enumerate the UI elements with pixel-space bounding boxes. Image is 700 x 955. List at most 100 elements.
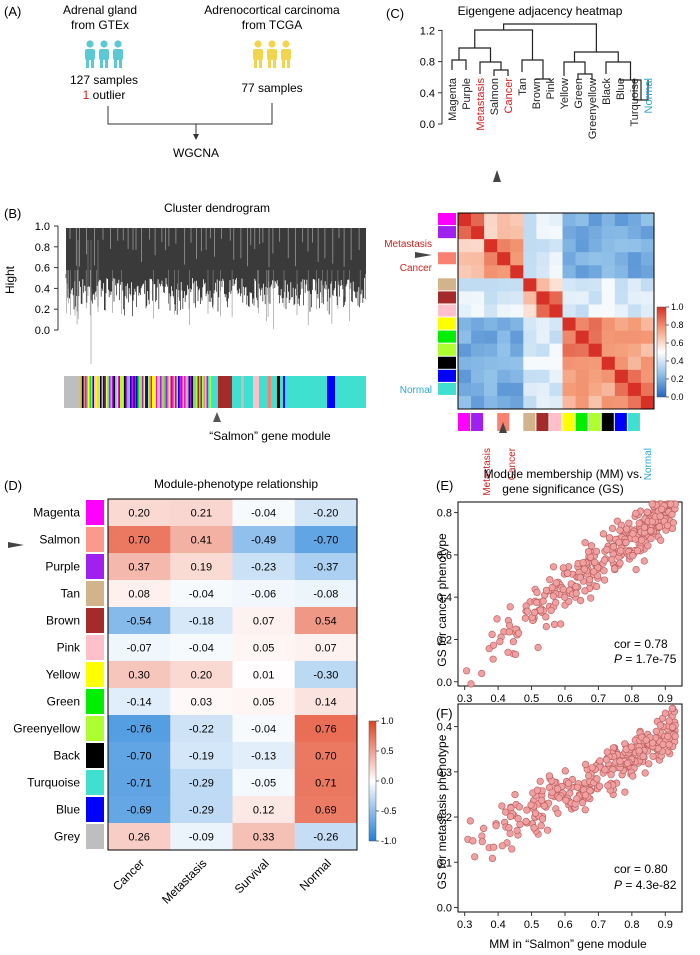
heatmap-cell (562, 369, 576, 384)
phenotype-cell (232, 526, 296, 554)
heatmap-cell (601, 291, 616, 305)
phenotype-cell-value: -0.04 (189, 589, 214, 601)
scatter-point (632, 509, 640, 518)
scatter-point (623, 759, 632, 767)
col-module-swatch (484, 413, 497, 431)
person-leg-icon (282, 59, 285, 68)
phenotype-cell-value: 0.26 (128, 832, 149, 844)
dendrogram-merge-block (66, 228, 366, 274)
heatmap-cell (523, 213, 537, 227)
row-module-swatch (438, 213, 456, 226)
heatmap-cell (627, 252, 642, 266)
scatter-e-title-line2: gene significance (GS) (502, 482, 623, 496)
module-color-stripe (178, 376, 180, 408)
heatmap-cell (497, 395, 511, 410)
module-color-stripe (185, 376, 188, 408)
heatmap-cell (562, 330, 576, 344)
person-body-icon (267, 49, 277, 60)
phenotype-column-label: Cancer (110, 856, 147, 893)
module-color-stripe (124, 376, 126, 408)
scatter-point (586, 575, 594, 584)
heatmap-cell (575, 330, 589, 344)
scatter-y-tick-label: 0.3 (437, 767, 452, 779)
panel-c-label: (C) (386, 6, 404, 21)
phenotype-cell (232, 796, 296, 824)
phenotype-cell-value: 0.30 (128, 670, 149, 682)
scatter-point (641, 769, 649, 777)
scatter-x-tick-label: 0.8 (624, 919, 639, 931)
scatter-point (553, 785, 562, 793)
module-color-block (218, 376, 232, 408)
person-leg-icon (273, 59, 276, 68)
row-module-swatch (438, 239, 456, 252)
phenotype-row-swatch (86, 608, 104, 633)
phenotype-row-swatch (86, 500, 104, 525)
phenotype-cell (294, 499, 358, 527)
phenotype-cell-value: 0.76 (315, 724, 336, 736)
scatter-point (629, 772, 637, 780)
phenotype-cell (170, 499, 233, 527)
eigengene-leaf-label: Brown (531, 78, 543, 109)
scatter-point (599, 530, 608, 538)
module-color-stripe (80, 376, 83, 408)
heatmap-cell (588, 343, 603, 358)
phenotype-cell-value: 0.08 (128, 589, 149, 601)
heatmap-cell (497, 239, 511, 253)
scatter-point (642, 736, 650, 744)
scatter-point (545, 772, 554, 780)
heatmap-cell (575, 213, 589, 227)
module-color-stripe (85, 376, 87, 408)
phenotype-cell-value: 0.07 (253, 616, 274, 628)
module-color-stripe (130, 376, 132, 408)
module-color-stripe (100, 376, 102, 408)
module-color-block (268, 376, 271, 408)
heatmap-cell (510, 395, 524, 410)
heatmap-col-color-strip (458, 413, 653, 431)
module-color-block (277, 376, 280, 408)
heatmap-cell (497, 278, 511, 292)
phenotype-cell (108, 823, 171, 851)
row-module-swatch (438, 317, 456, 330)
phenotype-cell (170, 661, 233, 689)
scatter-point (549, 592, 557, 600)
heatmap-cell (484, 265, 498, 279)
scatter-point (652, 727, 660, 735)
adjacency-colorbar-tick-label: 0.0 (671, 392, 684, 402)
heatmap-cell (458, 382, 472, 397)
phenotype-cell (232, 688, 296, 716)
phenotype-cell (108, 553, 171, 581)
phenotype-row-label: Blue (56, 803, 80, 817)
heatmap-cell (627, 343, 642, 358)
scatter-point (588, 764, 596, 772)
scatter-point (490, 843, 498, 851)
module-color-stripe (172, 376, 174, 408)
heatmap-cell (601, 343, 616, 358)
phenotype-cell (232, 823, 296, 851)
heatmap-cell (549, 382, 563, 397)
heatmap-cell (627, 382, 642, 397)
phenotype-row-label: Magenta (33, 506, 80, 520)
scatter-y-tick-label: 0.8 (437, 508, 452, 520)
scatter-point (645, 760, 653, 768)
module-color-stripe (86, 376, 89, 408)
row-salmon-pointer-icon (415, 252, 432, 258)
eigengene-y-ticks: 1.2 0.8 0.4 0.0 (420, 25, 442, 131)
heatmap-cell (588, 278, 603, 292)
scatter-point (587, 542, 596, 550)
scatter-point (563, 569, 572, 577)
method-label: WGCNA (173, 146, 219, 160)
module-color-stripe (193, 376, 195, 408)
heatmap-cell (562, 304, 576, 318)
eigengene-branch (479, 61, 502, 74)
module-phenotype-column-labels: Cancer Metastasis Survival Normal (110, 856, 334, 906)
phenotype-row-label: Yellow (46, 668, 81, 682)
salmon-leaf-pointer-icon (493, 170, 501, 182)
heatmap-cell (549, 317, 563, 331)
module-color-block (64, 376, 80, 408)
heatmap-cell (627, 330, 642, 344)
heatmap-cell (627, 239, 642, 253)
dendrogram-y-ticks: 1.0 0.8 0.6 0.4 0.2 0.0 (35, 221, 58, 337)
heatmap-cell (627, 291, 642, 305)
phenotype-cell (108, 715, 171, 743)
scatter-point (639, 752, 647, 760)
